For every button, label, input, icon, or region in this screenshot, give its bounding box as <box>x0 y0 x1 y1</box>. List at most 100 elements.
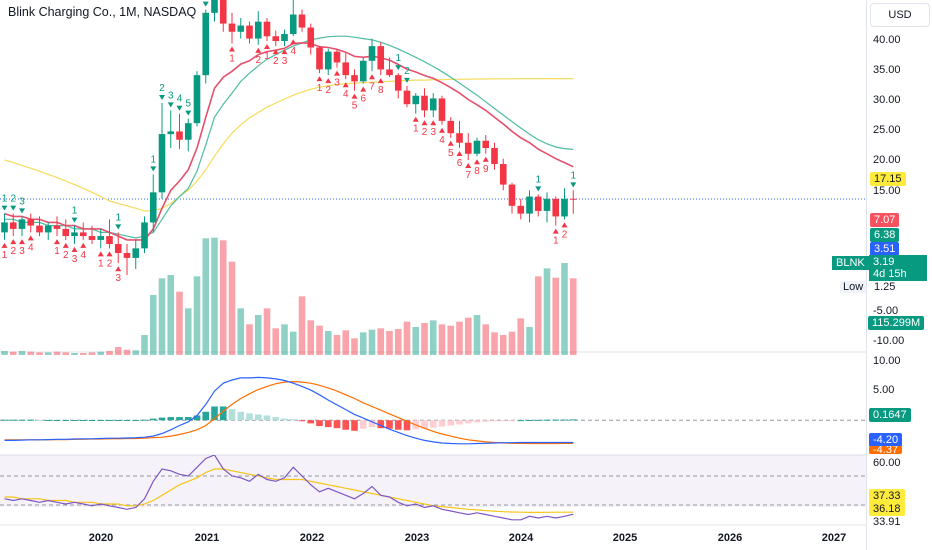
volume-bar <box>141 335 148 355</box>
candle-body <box>281 33 288 42</box>
volume-bar <box>88 352 96 355</box>
volume-bar <box>281 324 288 355</box>
candle-body <box>421 95 428 111</box>
volume-bar <box>438 324 446 355</box>
sequential-signals: 1231112345612111234123412312123412345678… <box>1 0 577 284</box>
buy-setup-count: 2 <box>159 83 165 94</box>
sell-setup-count: 9 <box>483 164 489 175</box>
rsi-ma-badge: 37.33 <box>869 489 905 503</box>
volume-bar <box>386 331 393 355</box>
macd-histogram-bar <box>44 419 52 421</box>
grid <box>0 198 866 526</box>
sell-setup-count: 7 <box>369 81 375 92</box>
volume-bar <box>228 261 236 355</box>
setup-arrow-down <box>535 186 542 192</box>
setup-arrow-up <box>19 239 25 245</box>
volume-bar <box>307 320 315 355</box>
candle-body <box>464 142 472 154</box>
buy-setup-count: 3 <box>168 90 174 101</box>
buy-setup-count: 1 <box>150 154 156 165</box>
volume-bars <box>1 237 577 355</box>
candle-body <box>219 0 227 24</box>
setup-arrow-down <box>19 208 25 214</box>
setup-arrow-up <box>360 86 367 92</box>
volume-bar <box>44 352 52 355</box>
volume-bar <box>359 332 367 355</box>
macd-histogram-bar <box>377 420 385 429</box>
volume-bar <box>464 317 472 355</box>
macd-histogram-bar <box>9 419 17 421</box>
buy-setup-count: 1 <box>535 174 541 185</box>
candle-body <box>114 244 122 253</box>
volume-bar <box>272 328 280 355</box>
macd-histogram-bar <box>473 420 481 423</box>
macd-histogram-bar <box>534 419 542 421</box>
macd-histogram-bar <box>167 417 175 421</box>
sell-setup-count: 4 <box>28 242 34 253</box>
sell-setup-count: 1 <box>229 54 235 65</box>
level-badge: 3.51 <box>870 242 900 256</box>
candle-body <box>141 222 148 249</box>
setup-arrow-down <box>570 182 577 188</box>
volume-bar <box>526 327 533 355</box>
rsi-line <box>4 455 574 521</box>
candle-body <box>263 21 271 37</box>
candle-body <box>298 14 306 28</box>
candle-body <box>106 236 113 245</box>
candle-body <box>211 0 218 13</box>
setup-arrow-up <box>229 46 235 52</box>
currency-button[interactable]: USD <box>870 3 930 27</box>
candle-body <box>202 12 210 76</box>
ema-fast-badge: 7.07 <box>870 213 900 227</box>
ema-fast-line <box>4 41 574 241</box>
candle-body <box>18 219 26 229</box>
sell-setup-count: 2 <box>562 229 568 240</box>
candle-body <box>237 25 245 32</box>
last-price: 3.19 <box>873 256 895 268</box>
setup-arrow-down <box>71 217 78 223</box>
candle-body <box>394 75 402 91</box>
price-tick: 20.00 <box>873 154 901 166</box>
volume-bar <box>377 328 385 355</box>
setup-arrow-up <box>552 228 559 234</box>
x-tick: 2020 <box>88 532 114 544</box>
setup-arrow-down <box>167 102 174 108</box>
volume-bar <box>18 351 26 355</box>
price-candles[interactable] <box>1 0 577 276</box>
macd-histogram-bar <box>561 419 568 421</box>
sell-setup-count: 4 <box>343 89 349 100</box>
macd-histogram-bar <box>517 420 525 422</box>
candle-body <box>228 23 236 32</box>
buy-setup-count: 1 <box>72 206 78 217</box>
buy-setup-count: 3 <box>19 196 25 207</box>
candle-body <box>289 14 297 34</box>
candle-body <box>79 232 87 237</box>
setup-arrow-up <box>439 127 445 133</box>
setup-arrow-up <box>27 235 34 241</box>
macd-histogram-bar <box>132 419 140 421</box>
macd-histogram-bar <box>298 420 306 422</box>
macd-histogram-bar <box>79 419 87 421</box>
setup-arrow-up <box>62 242 69 248</box>
low-label: Low <box>840 281 867 293</box>
volume-bar <box>447 325 455 355</box>
candle-body <box>368 46 376 61</box>
candle-body <box>403 90 411 105</box>
rsi-band <box>0 455 866 507</box>
setup-arrow-up <box>80 242 87 248</box>
sell-setup-count: 1 <box>264 51 270 62</box>
macd-histogram-bar <box>543 419 551 421</box>
macd-histogram-bar <box>53 419 61 421</box>
macd-tick: 10.00 <box>873 355 901 367</box>
sell-setup-count: 1 <box>317 83 323 94</box>
sell-setup-count: 3 <box>334 78 340 89</box>
macd-tick: -10.00 <box>873 335 905 347</box>
volume-bar <box>1 351 8 355</box>
x-tick: 2021 <box>194 532 220 544</box>
sell-setup-count: 2 <box>107 258 113 269</box>
candle-body <box>386 69 393 76</box>
price-tick: 15.00 <box>873 185 901 197</box>
ema-slow-badge: 6.38 <box>870 228 900 242</box>
macd-histogram-bar <box>228 409 236 421</box>
